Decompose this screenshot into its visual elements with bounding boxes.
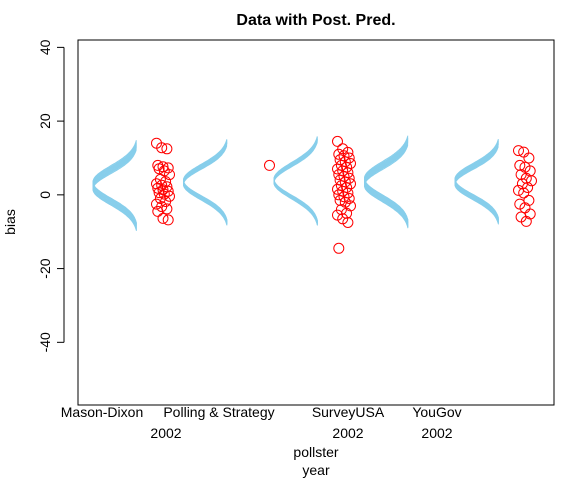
x-tick-label-year: 2002	[150, 425, 181, 441]
data-point	[157, 212, 169, 224]
y-axis: 40 20 0 -20 -40	[37, 39, 65, 352]
data-point	[162, 214, 174, 226]
data-point	[341, 207, 353, 219]
pred-curve	[92, 140, 137, 225]
data-point	[520, 172, 532, 184]
data-point	[332, 183, 343, 195]
y-tick-label: -20	[37, 258, 53, 278]
data-point	[332, 135, 343, 147]
data-point	[333, 189, 345, 201]
data-point	[264, 159, 275, 171]
data-point	[333, 169, 345, 181]
data-point	[342, 217, 354, 228]
data-point	[152, 205, 164, 217]
data-point	[162, 185, 174, 197]
data-point	[520, 215, 532, 227]
data-point	[152, 182, 164, 194]
data-point	[154, 193, 166, 204]
data-point	[153, 163, 165, 175]
x-tick-label-year: 2002	[332, 425, 363, 441]
data-points	[151, 135, 537, 254]
plot-frame	[77, 39, 555, 406]
pred-curve	[454, 138, 499, 220]
y-tick-label: 20	[37, 113, 53, 129]
data-point	[332, 163, 343, 175]
pred-curve	[364, 135, 409, 222]
data-point	[156, 142, 168, 154]
y-tick-label: -40	[37, 332, 53, 352]
chart-title: Data with Post. Pred.	[236, 12, 395, 29]
y-axis-label: bias	[2, 209, 18, 235]
y-tick-label: 0	[37, 191, 53, 199]
data-point	[523, 152, 535, 164]
data-point	[334, 194, 346, 206]
data-point	[513, 184, 524, 196]
data-point	[333, 242, 345, 254]
pred-curve	[183, 139, 228, 222]
data-point	[153, 187, 165, 199]
x-axis: Mason-Dixon Polling & Strategy 2002 SurveyU…	[61, 404, 462, 441]
data-point	[513, 145, 524, 157]
data-point	[162, 162, 174, 174]
x-axis-label: pollster	[293, 444, 338, 460]
x-tick-label: Mason-Dixon	[61, 404, 143, 420]
x-tick-label: SurveyUSA	[312, 404, 385, 420]
data-point	[518, 187, 530, 199]
data-point	[514, 159, 526, 171]
x-axis-label-2: year	[302, 462, 330, 478]
y-tick-label: 40	[37, 39, 53, 55]
posterior-predictive-curves	[92, 135, 499, 232]
data-point	[524, 208, 536, 220]
data-point	[164, 169, 175, 181]
x-tick-label: Polling & Strategy	[163, 404, 274, 420]
data-point	[338, 191, 350, 203]
pred-curve	[273, 136, 318, 223]
data-point	[161, 143, 173, 155]
data-point	[151, 198, 162, 210]
data-point	[333, 148, 345, 160]
x-tick-label-year: 2002	[421, 425, 452, 441]
x-tick-label: YouGov	[412, 404, 461, 420]
data-point	[523, 194, 535, 206]
